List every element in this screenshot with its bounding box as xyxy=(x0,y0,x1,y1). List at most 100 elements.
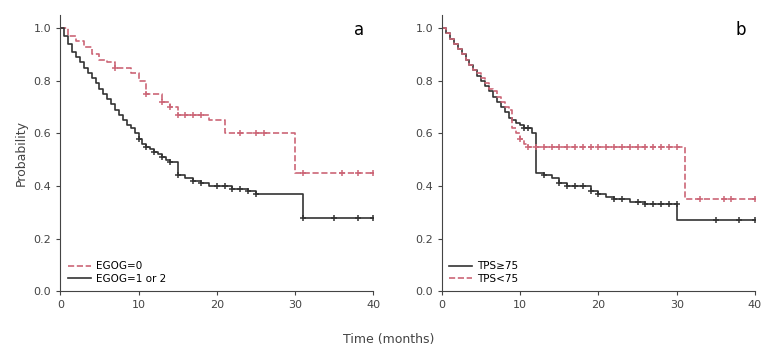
EGOG=0 xyxy=(118,65,127,70)
TPS<75 xyxy=(437,26,447,30)
EGOG=1 or 2 xyxy=(368,216,378,220)
EGOG=0 xyxy=(134,79,143,83)
EGOG=1 or 2 xyxy=(118,118,127,122)
EGOG=0 xyxy=(158,100,167,104)
TPS≥75 xyxy=(449,42,458,46)
Legend: EGOG=0, EGOG=1 or 2: EGOG=0, EGOG=1 or 2 xyxy=(65,259,168,286)
EGOG=0 xyxy=(197,113,206,117)
EGOG=1 or 2 xyxy=(228,186,237,191)
Text: a: a xyxy=(354,20,364,38)
EGOG=1 or 2 xyxy=(181,176,190,180)
TPS<75 xyxy=(496,100,505,104)
EGOG=0 xyxy=(243,131,253,135)
EGOG=0 xyxy=(283,131,292,135)
TPS<75 xyxy=(441,31,451,36)
EGOG=0 xyxy=(95,58,104,62)
TPS<75 xyxy=(594,144,603,148)
EGOG=0 xyxy=(368,171,378,175)
TPS<75 xyxy=(449,42,458,46)
EGOG=0 xyxy=(71,39,81,43)
TPS≥75 xyxy=(441,31,451,36)
EGOG=0 xyxy=(166,105,175,109)
EGOG=1 or 2 xyxy=(298,216,308,220)
TPS≥75 xyxy=(476,79,486,83)
TPS<75 xyxy=(524,144,533,148)
EGOG=1 or 2 xyxy=(91,81,100,85)
TPS≥75 xyxy=(500,110,509,115)
EGOG=1 or 2 xyxy=(149,150,159,154)
TPS≥75 xyxy=(586,189,595,193)
TPS<75 xyxy=(508,126,517,130)
TPS<75 xyxy=(617,144,626,148)
EGOG=1 or 2 xyxy=(110,108,120,112)
TPS≥75 xyxy=(570,184,580,188)
TPS<75 xyxy=(520,142,529,146)
TPS≥75 xyxy=(641,202,650,207)
TPS≥75 xyxy=(539,173,549,177)
TPS≥75 xyxy=(657,202,666,207)
TPS<75 xyxy=(457,52,466,56)
TPS<75 xyxy=(586,144,595,148)
TPS<75 xyxy=(484,86,493,91)
TPS≥75 xyxy=(528,131,537,135)
TPS<75 xyxy=(664,144,674,148)
EGOG=1 or 2 xyxy=(145,147,155,151)
Line: EGOG=0: EGOG=0 xyxy=(61,28,373,173)
EGOG=0 xyxy=(56,26,65,30)
TPS≥75 xyxy=(503,116,513,120)
TPS<75 xyxy=(578,144,587,148)
EGOG=0 xyxy=(228,131,237,135)
TPS≥75 xyxy=(664,202,674,207)
EGOG=1 or 2 xyxy=(173,173,183,177)
EGOG=0 xyxy=(189,113,198,117)
TPS≥75 xyxy=(617,197,626,201)
EGOG=1 or 2 xyxy=(103,97,112,101)
EGOG=1 or 2 xyxy=(283,192,292,196)
TPS<75 xyxy=(695,197,705,201)
TPS≥75 xyxy=(594,192,603,196)
TPS<75 xyxy=(657,144,666,148)
EGOG=1 or 2 xyxy=(189,179,198,183)
TPS<75 xyxy=(601,144,611,148)
TPS<75 xyxy=(680,197,689,201)
EGOG=0 xyxy=(126,71,135,75)
EGOG=0 xyxy=(103,60,112,64)
TPS<75 xyxy=(465,63,474,67)
TPS≥75 xyxy=(633,200,643,204)
TPS≥75 xyxy=(547,176,556,180)
TPS≥75 xyxy=(480,84,490,88)
EGOG=1 or 2 xyxy=(267,192,276,196)
TPS≥75 xyxy=(649,202,658,207)
TPS<75 xyxy=(480,81,490,85)
TPS≥75 xyxy=(512,121,521,125)
EGOG=1 or 2 xyxy=(275,192,284,196)
EGOG=1 or 2 xyxy=(126,126,135,130)
TPS≥75 xyxy=(469,68,478,72)
TPS<75 xyxy=(492,94,501,99)
TPS<75 xyxy=(503,108,513,112)
EGOG=1 or 2 xyxy=(95,86,104,91)
EGOG=1 or 2 xyxy=(259,192,268,196)
EGOG=0 xyxy=(173,113,183,117)
EGOG=1 or 2 xyxy=(235,186,245,191)
TPS<75 xyxy=(472,71,482,75)
TPS<75 xyxy=(570,144,580,148)
EGOG=1 or 2 xyxy=(79,65,89,70)
TPS≥75 xyxy=(472,73,482,78)
EGOG=1 or 2 xyxy=(114,113,124,117)
EGOG=1 or 2 xyxy=(87,76,96,80)
TPS<75 xyxy=(531,144,541,148)
TPS≥75 xyxy=(445,37,455,41)
EGOG=1 or 2 xyxy=(56,26,65,30)
TPS≥75 xyxy=(496,105,505,109)
TPS≥75 xyxy=(484,89,493,93)
TPS≥75 xyxy=(461,58,470,62)
TPS<75 xyxy=(500,105,509,109)
Text: Time (months): Time (months) xyxy=(343,333,434,346)
EGOG=0 xyxy=(64,34,73,38)
EGOG=0 xyxy=(110,65,120,70)
TPS≥75 xyxy=(465,63,474,67)
TPS<75 xyxy=(641,144,650,148)
TPS<75 xyxy=(547,144,556,148)
TPS<75 xyxy=(539,144,549,148)
